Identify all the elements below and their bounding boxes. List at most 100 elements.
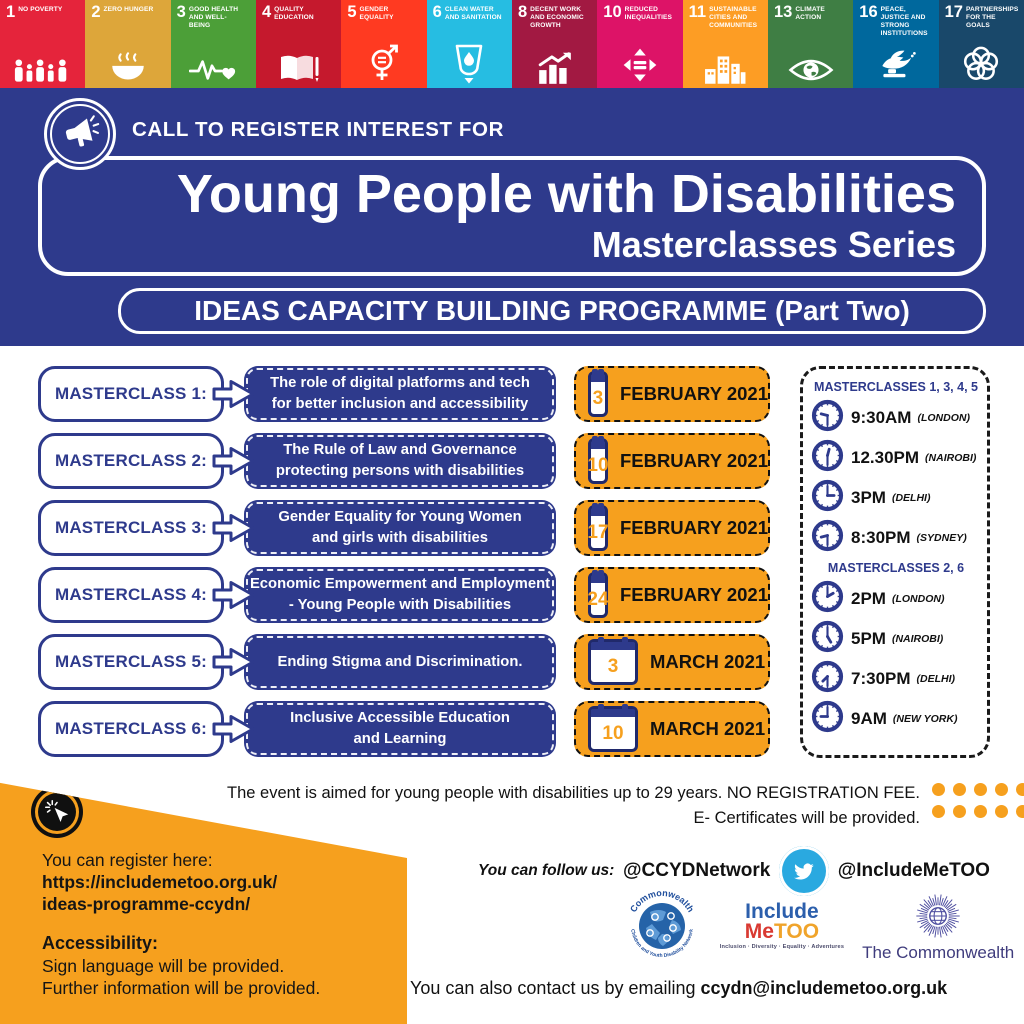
register-url-line2[interactable]: ideas-programme-ccydn/ xyxy=(42,894,251,915)
dot xyxy=(953,783,966,796)
sdg-number: 3 xyxy=(176,3,186,21)
sdg-name: DECENT WORK AND ECONOMIC GROWTH xyxy=(530,6,584,29)
sdg-tile-16: 16 PEACE, JUSTICE AND STRONG INSTITUTIONS xyxy=(853,0,939,88)
time-city: (SYDNEY) xyxy=(916,532,967,544)
imt-logo-line1: Include xyxy=(745,899,819,923)
date-badge: 3 FEBRUARY 2021 xyxy=(574,366,770,422)
event-note-line1: The event is aimed for young people with… xyxy=(227,784,920,802)
time-value: 2PM xyxy=(851,589,886,608)
calendar-icon: 10 xyxy=(587,436,609,484)
logos-row: Commonwealth Children and Youth Disabili… xyxy=(618,884,1018,968)
masterclass-description: The Rule of Law and Governance protecting… xyxy=(244,433,556,489)
megaphone-badge xyxy=(44,98,116,170)
time-value: 12.30PM xyxy=(851,448,920,467)
commonwealth-logo-text: The Commonwealth xyxy=(862,942,1015,962)
clock-icon xyxy=(810,438,845,478)
sdg-tile-17: 17 PARTNERSHIPS FOR THE GOALS xyxy=(938,0,1024,88)
schedule-panel: MASTERCLASSES 1, 3, 4, 5 9:30AM (LONDON) 12… xyxy=(800,366,990,758)
dot xyxy=(1016,783,1024,796)
sdg-tile-header: 10 REDUCED INEQUALITIES xyxy=(597,0,682,22)
sdg-tile-header: 16 PEACE, JUSTICE AND STRONG INSTITUTIONS xyxy=(853,0,938,38)
masterclass-label: MASTERCLASS 1: xyxy=(38,366,224,422)
masterclass-row: MASTERCLASS 6: Inclusive Accessible Educa… xyxy=(38,701,770,757)
clock-icon xyxy=(810,518,845,558)
sdg-name: QUALITY EDUCATION xyxy=(274,6,314,21)
dot xyxy=(995,805,1008,818)
imt-logo-tagline: Inclusion · Diversity · Equality · Adven… xyxy=(719,943,845,950)
sdg-tile-2: 2 ZERO HUNGER xyxy=(85,0,171,88)
schedule-time-row: 5PM (NAIROBI) xyxy=(810,619,982,659)
register-text: You can register here: https://includeme… xyxy=(42,849,320,999)
click-cursor-icon xyxy=(38,793,76,831)
ccydn-network-logo: Commonwealth Children and Youth Disabili… xyxy=(628,888,696,959)
sdg-number: 11 xyxy=(688,3,707,21)
date-badge: 3 MARCH 2021 xyxy=(574,634,770,690)
time-value: 9:30AM xyxy=(851,408,912,427)
sdg-tile-1: 1 NO POVERTY xyxy=(0,0,86,88)
event-note-line2: E- Certificates will be provided. xyxy=(693,808,920,827)
masterclass-description: The role of digital platforms and tech fo… xyxy=(244,366,556,422)
sdg-number: 2 xyxy=(91,3,101,21)
masterclass-description-line: Economic Empowerment and Employment xyxy=(249,576,551,593)
masterclass-description-line: for better inclusion and accessibility xyxy=(271,396,529,412)
time-value: 5PM xyxy=(851,629,886,648)
date-badge: 24 FEBRUARY 2021 xyxy=(574,567,770,623)
sdg-number: 8 xyxy=(517,3,528,21)
time-value: 9AM xyxy=(851,709,887,728)
sdg-number: 4 xyxy=(261,3,272,21)
follow-row: You can follow us: @CCYDNetwork @Include… xyxy=(478,845,990,897)
arrow-right-icon xyxy=(212,646,256,678)
title-box: Young People with Disabilities Mastercla… xyxy=(38,156,986,276)
masterclass-description-line: - Young People with Disabilities xyxy=(288,597,512,613)
date-day: 17 xyxy=(587,521,609,543)
sdg-number: 6 xyxy=(432,3,442,21)
time-value: 8:30PM xyxy=(851,528,911,547)
date-day: 10 xyxy=(587,454,609,476)
time-city: (NAIROBI) xyxy=(925,452,977,464)
city-icon xyxy=(683,52,768,84)
calendar-icon: 3 xyxy=(588,369,608,417)
sdg-tile-6: 6 CLEAN WATER AND SANITATION xyxy=(426,0,512,88)
follow-label: You can follow us: xyxy=(478,862,615,879)
masterclass-description-line: protecting persons with disabilities xyxy=(275,463,525,479)
date-badge: 10 FEBRUARY 2021 xyxy=(574,433,770,489)
sdg-name: SUSTAINABLE CITIES AND COMMUNITIES xyxy=(709,6,758,29)
kicker-text: CALL TO REGISTER INTEREST FOR xyxy=(132,118,504,141)
dot xyxy=(1016,805,1024,818)
date-month: FEBRUARY 2021 xyxy=(619,584,768,605)
accessibility-heading: Accessibility: xyxy=(42,933,159,954)
masterclass-description: Economic Empowerment and Employment - You… xyxy=(244,567,556,623)
twitter-handle-ccydn[interactable]: @CCYDNetwork xyxy=(623,860,771,881)
date-day: 10 xyxy=(602,722,624,744)
sdg-tile-header: 11 SUSTAINABLE CITIES AND COMMUNITIES xyxy=(683,0,768,30)
calendar-icon: 10 xyxy=(588,704,638,752)
masterclass-description-line: The role of digital platforms and tech xyxy=(270,375,530,392)
date-month: FEBRUARY 2021 xyxy=(619,383,768,404)
sdg-name: GOOD HEALTH AND WELL-BEING xyxy=(188,6,239,29)
time-city: (DELHI) xyxy=(891,492,931,504)
arrow-right-icon xyxy=(212,445,256,477)
sdg-tile-3: 3 GOOD HEALTH AND WELL-BEING xyxy=(170,0,256,88)
register-url-line1[interactable]: https://includemetoo.org.uk/ xyxy=(42,872,278,893)
twitter-handle-includemetoo[interactable]: @IncludeMeTOO xyxy=(837,860,990,881)
footer: The event is aimed for young people with… xyxy=(0,766,1024,1024)
dove-gavel-icon xyxy=(853,48,938,84)
accessibility-line2: Further information will be provided. xyxy=(42,977,321,998)
sdg-number: 1 xyxy=(6,3,16,21)
masterclass-label: MASTERCLASS 3: xyxy=(38,500,224,556)
sdg-number: 10 xyxy=(603,3,622,21)
contact-email[interactable]: ccydn@includemetoo.org.uk xyxy=(700,978,948,998)
sdg-tile-header: 4 QUALITY EDUCATION xyxy=(256,0,341,22)
clock-icon xyxy=(810,699,845,739)
ekg-heart-icon xyxy=(171,56,256,84)
calendar-icon: 24 xyxy=(587,570,609,618)
sdg-tile-header: 13 CLIMATE ACTION xyxy=(768,0,853,22)
twitter-icon[interactable] xyxy=(779,846,830,896)
commonwealth-logo: The Commonwealth xyxy=(862,890,1014,963)
date-badge: 10 MARCH 2021 xyxy=(574,701,770,757)
page-subtitle: Masterclasses Series xyxy=(591,224,956,266)
sdg-name: PARTNERSHIPS FOR THE GOALS xyxy=(965,6,1019,29)
sdg-tile-13: 13 CLIMATE ACTION xyxy=(767,0,854,88)
masterclass-description-line: The Rule of Law and Governance xyxy=(283,442,517,459)
masterclass-label: MASTERCLASS 4: xyxy=(38,567,224,623)
